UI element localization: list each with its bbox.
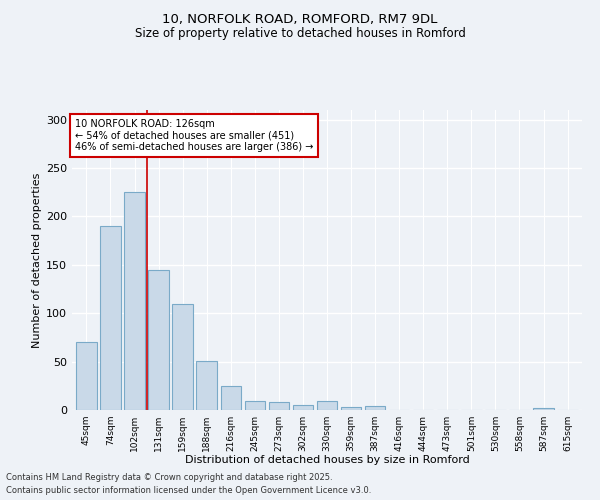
Text: 10, NORFOLK ROAD, ROMFORD, RM7 9DL: 10, NORFOLK ROAD, ROMFORD, RM7 9DL [163, 12, 437, 26]
Bar [317, 402, 337, 410]
Bar [269, 402, 289, 410]
Text: Contains HM Land Registry data © Crown copyright and database right 2025.: Contains HM Land Registry data © Crown c… [6, 474, 332, 482]
Text: Size of property relative to detached houses in Romford: Size of property relative to detached ho… [134, 28, 466, 40]
Bar [76, 342, 97, 410]
Bar [221, 386, 241, 410]
Bar [533, 408, 554, 410]
Bar [172, 304, 193, 410]
Bar [341, 407, 361, 410]
Bar [245, 402, 265, 410]
X-axis label: Distribution of detached houses by size in Romford: Distribution of detached houses by size … [185, 456, 469, 466]
Bar [293, 405, 313, 410]
Text: Contains public sector information licensed under the Open Government Licence v3: Contains public sector information licen… [6, 486, 371, 495]
Bar [124, 192, 145, 410]
Bar [196, 360, 217, 410]
Bar [100, 226, 121, 410]
Y-axis label: Number of detached properties: Number of detached properties [32, 172, 42, 348]
Bar [365, 406, 385, 410]
Bar [148, 270, 169, 410]
Text: 10 NORFOLK ROAD: 126sqm
← 54% of detached houses are smaller (451)
46% of semi-d: 10 NORFOLK ROAD: 126sqm ← 54% of detache… [74, 119, 313, 152]
